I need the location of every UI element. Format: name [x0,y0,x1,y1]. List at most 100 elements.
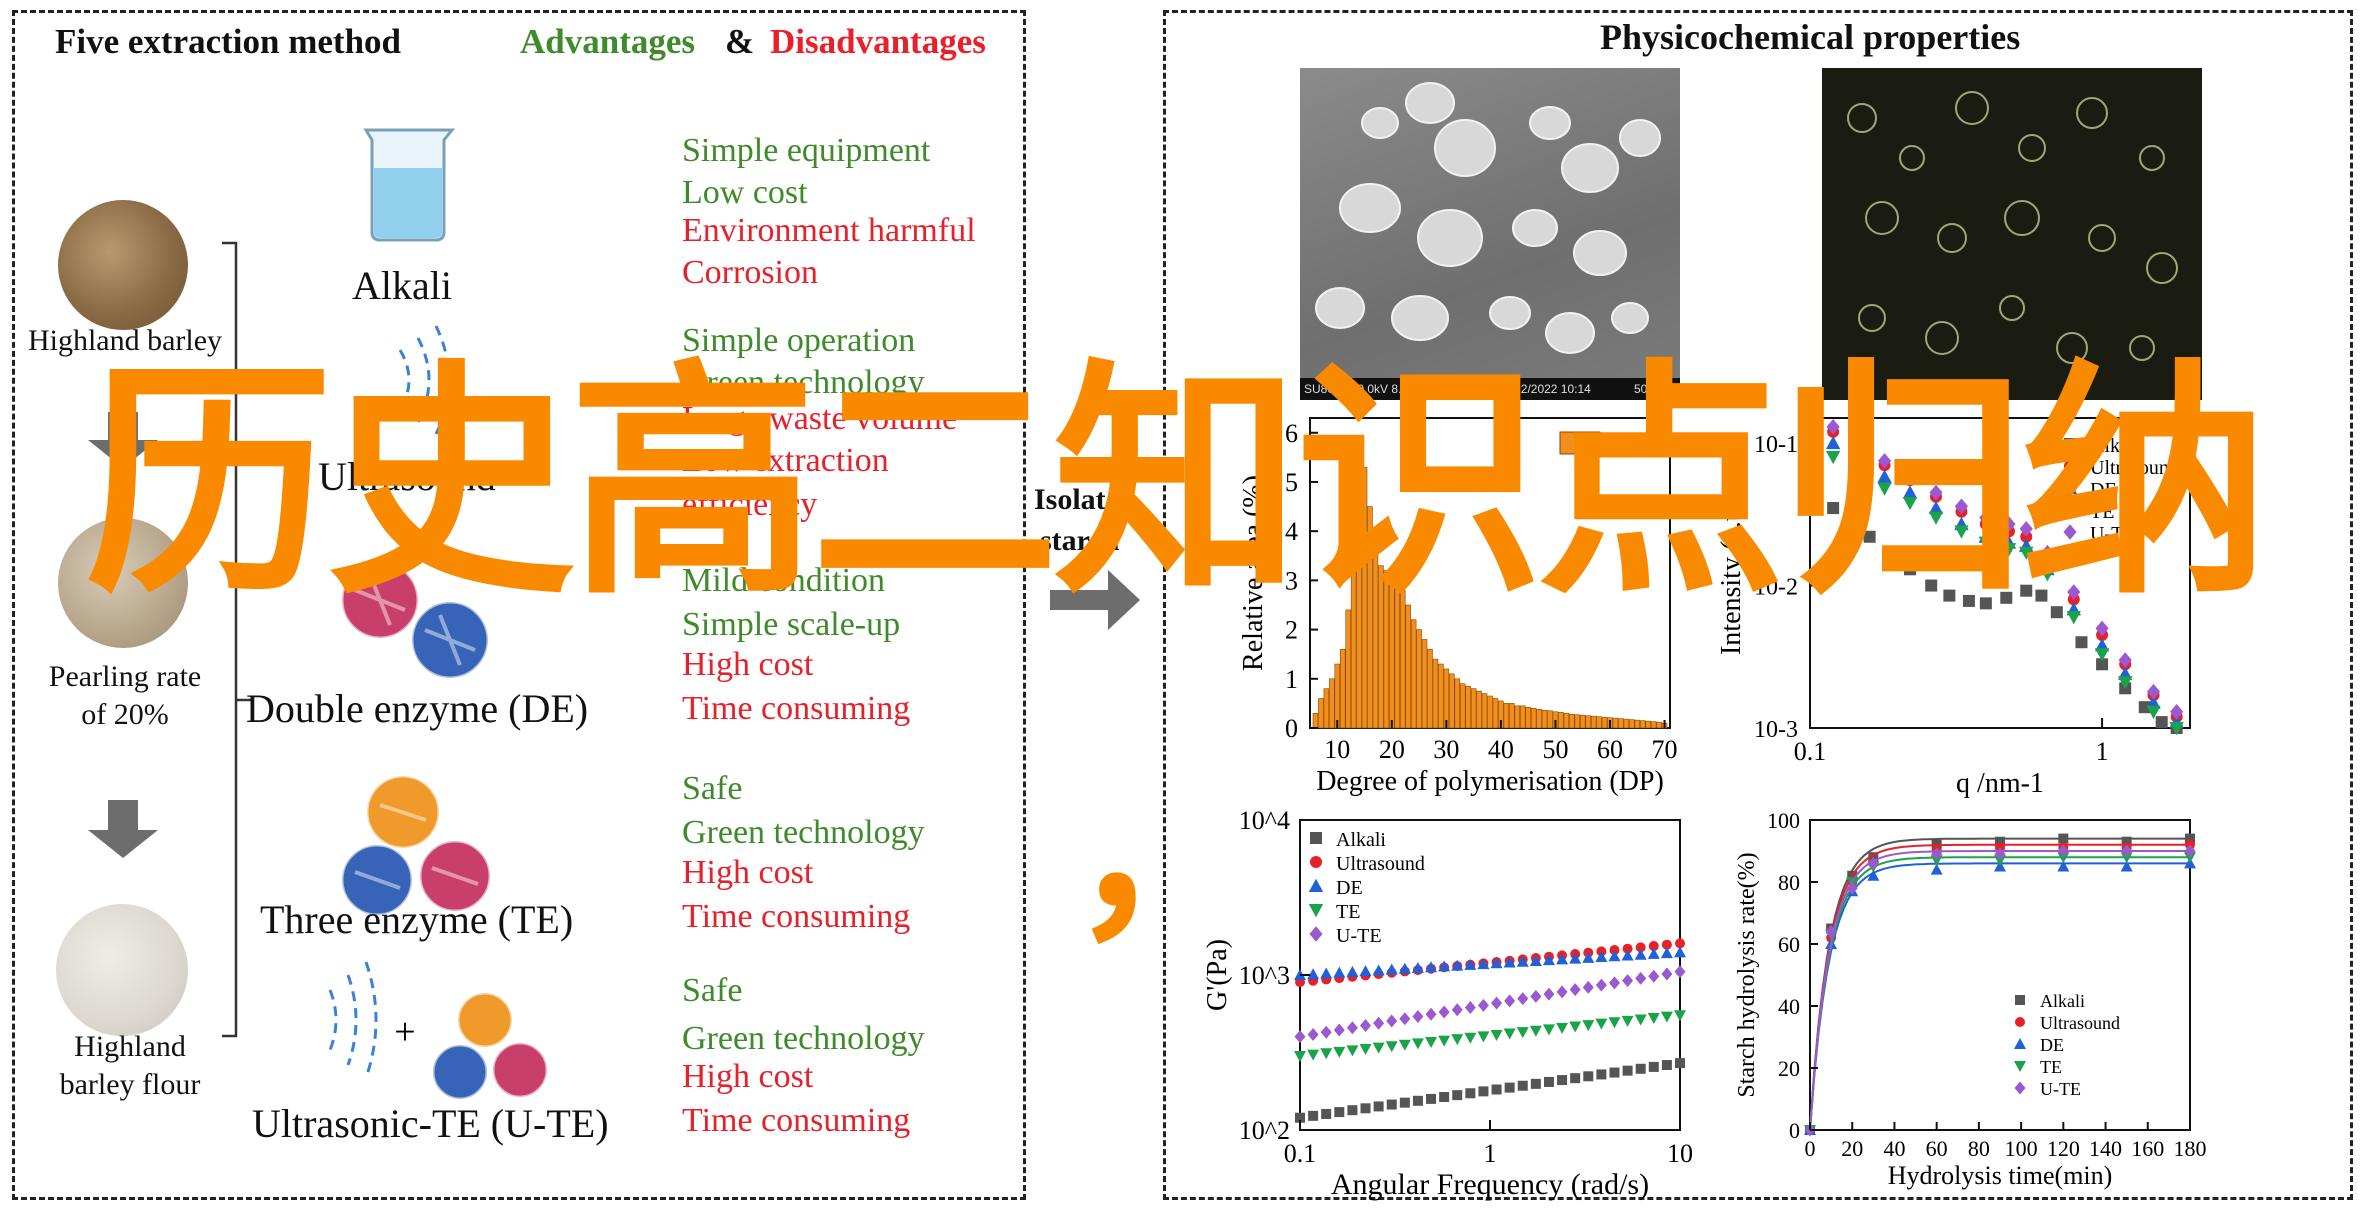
y-axis-label: Intensity (a.u.) [1716,491,1747,655]
ultrasound-disadv-3: efficiency [682,486,818,523]
dp-bar [1383,570,1390,729]
saxs-point [2146,695,2161,709]
x-tick-label: 180 [2174,1136,2207,1161]
x-tick-label: 50 [1542,735,1568,764]
rheology-point [1583,1071,1594,1082]
rheology-point [1609,945,1620,956]
x-tick-label: 1 [1484,1139,1497,1168]
x-tick-label: 20 [1379,735,1405,764]
dp-bar [1399,589,1406,729]
rheology-point [1478,1086,1489,1097]
dp-bar [1487,695,1493,729]
dp-bar [1650,721,1657,729]
rheology-point [1582,1020,1595,1032]
hydrolysis-point [1931,847,1943,861]
hydrolysis-point [1867,856,1879,870]
rheology-point [1294,1051,1306,1063]
fit-curve [1809,843,2190,1131]
saxs-point [2118,676,2133,690]
overlay-title: 历史高二知识点归纳 [85,340,2269,628]
dp-bar [1656,721,1662,729]
legend-label: DE [2040,1035,2064,1055]
pearled-barley-photo [58,518,188,648]
legend-label: Alkali [1336,829,1386,851]
down-arrow-icon [88,412,158,858]
legend-label: Ultrasound [2090,457,2179,479]
rheology-point [1490,1029,1503,1041]
saxs-point [1925,579,1938,592]
rheology-point [1647,1013,1660,1025]
hydrolysis-point [1930,863,1943,875]
rheology-point [1557,1075,1568,1086]
rheology-point [1556,985,1568,999]
advantages-heading: Advantages [520,22,696,61]
y-tick-label: 10^4 [1239,806,1290,835]
saxs-point [2075,636,2088,649]
te-disadv-2: Time consuming [682,898,911,935]
rheology-point [1543,987,1555,1001]
dp-bar [1629,719,1635,729]
rheology-point [1490,957,1503,969]
ute-disadv-2: Time consuming [682,1102,911,1139]
rheology-point [1438,1035,1451,1047]
overlay-comma: ， [1070,744,1261,965]
legend-marker [1309,926,1323,942]
rheology-point [1608,950,1621,962]
rheology-point [1451,959,1464,971]
rheology-point [1648,969,1660,983]
legend-label: U-TE [2090,523,2136,545]
rheology-point [1321,1108,1332,1119]
saxs-point [1854,466,1869,480]
x-tick-label: 100 [2005,1136,2038,1161]
hydrolysis-point [2057,844,2069,858]
saxs-point [1954,498,1969,515]
disadvantages-heading: Disadvantages [770,22,986,61]
rheology-point [1595,1018,1608,1030]
raw-label-flour-line2: barley flour [59,1068,201,1101]
dp-bar [1416,629,1422,729]
x-axis-label: Degree of polymerisation (DP) [1316,766,1664,797]
saxs-point [1928,511,1944,525]
ultrasound-adv-1: Simple operation [682,322,916,359]
dp-bar [1514,705,1521,729]
x-tick-label: 40 [1883,1136,1905,1161]
rheology-point [1346,1045,1359,1057]
ultrasound-adv-2: Green technology [682,364,925,401]
saxs-point [2000,591,2013,604]
dp-bar [1541,709,1548,729]
rheology-point [1622,974,1634,988]
saxs-point [1954,525,1969,539]
ute-adv-1: Safe [682,972,743,1009]
rheology-point [1385,963,1398,975]
rheology-point [1451,1034,1464,1046]
saxs-point [1902,496,1918,511]
rheology-point [1411,1038,1424,1050]
saxs-point [2050,606,2063,619]
y-tick-label: 10-1 [1754,432,1798,458]
saxs-point [1825,450,1841,465]
rheology-point [1674,965,1686,979]
hydrolysis-point [1994,847,2006,861]
method-alkali: Alkali [352,263,452,308]
saxs-point [1903,468,1917,485]
rheology-point [1295,1112,1305,1123]
dp-bar [1623,718,1630,729]
rheology-point [1307,1027,1319,1041]
rheology-point [1412,1095,1423,1106]
saxs-point [2096,658,2109,671]
rheology-point [1634,1014,1647,1026]
y-tick-label: 0 [1285,714,1298,743]
x-tick-label: 30 [1433,735,1459,764]
rheology-point [1609,1067,1620,1078]
rheology-point [1675,938,1685,949]
x-axis-label: q /nm-1 [1956,768,2044,798]
rheology-point [1582,980,1594,994]
legend-label: Alkali [2090,435,2140,457]
saxs-point [2019,521,2033,537]
hydrolysis-point [1846,881,1858,895]
plus-sign: + [394,1011,415,1053]
legend-marker [1308,878,1324,892]
saxs-point [2020,584,2033,597]
method-three-enzyme: Three enzyme (TE) [260,897,574,942]
